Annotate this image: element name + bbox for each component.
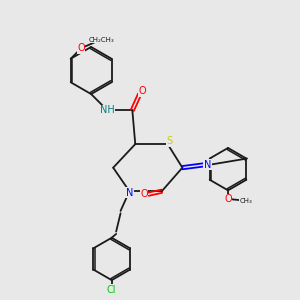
Text: Cl: Cl: [107, 285, 116, 295]
Text: S: S: [166, 136, 172, 146]
Text: O: O: [224, 194, 232, 204]
Text: CH₂CH₃: CH₂CH₃: [89, 37, 114, 43]
Text: O: O: [139, 86, 146, 96]
Text: N: N: [126, 188, 133, 198]
Text: O: O: [140, 189, 148, 199]
Text: CH₃: CH₃: [239, 198, 252, 204]
Text: O: O: [77, 44, 85, 53]
Text: NH: NH: [100, 105, 115, 115]
Text: N: N: [204, 160, 211, 170]
